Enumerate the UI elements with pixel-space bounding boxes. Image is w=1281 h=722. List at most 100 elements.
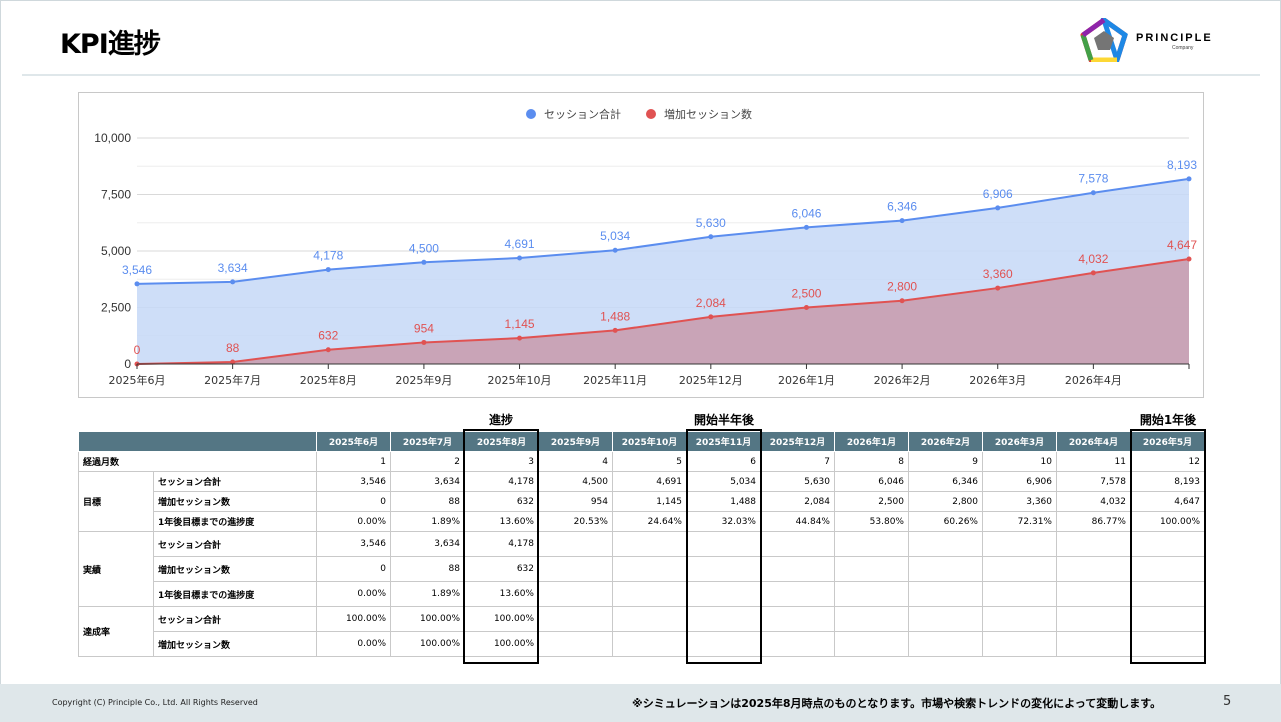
table-cell: 4,500: [538, 471, 613, 492]
data-point: [325, 347, 331, 353]
table-row-rate-increase: 増加セッション数 0.00% 100.00% 100.00%: [79, 631, 1205, 657]
data-label: 4,691: [505, 237, 535, 251]
table-cell: [538, 556, 613, 582]
row-label: セッション合計: [153, 606, 317, 632]
table-cell: 60.26%: [908, 511, 983, 532]
table-row-actual-total: 実績 セッション合計 3,546 3,634 4,178: [78, 531, 1205, 607]
data-point: [708, 234, 714, 240]
data-point: [995, 205, 1001, 211]
y-tick-label: 5,000: [101, 244, 131, 258]
table-cell: 7,578: [1056, 471, 1131, 492]
table-cell: 13.60%: [464, 511, 539, 532]
month-header: 2026年2月: [908, 431, 983, 452]
table-cell: 0: [316, 491, 391, 512]
month-header: 2025年8月: [464, 431, 539, 452]
table-cell: 86.77%: [1056, 511, 1131, 532]
data-point: [325, 267, 331, 273]
footer-bar: Copyright (C) Principle Co., Ltd. All Ri…: [0, 684, 1281, 722]
data-point: [421, 339, 427, 345]
data-label: 3,634: [218, 261, 248, 275]
logo-wordmark: PRINCIPLE: [1136, 32, 1213, 44]
logo-subtext: Company: [1172, 45, 1194, 51]
table-cell: 3: [464, 451, 539, 472]
series-line: [136, 257, 1190, 365]
table-cell: 0.00%: [316, 511, 391, 532]
table-cell: 3,546: [316, 471, 391, 492]
table-cell: 10: [982, 451, 1057, 472]
table-cell: 6,046: [834, 471, 909, 492]
table-cell: 9: [908, 451, 983, 472]
table-cell: 3,360: [982, 491, 1057, 512]
data-point: [230, 359, 236, 365]
table-cell: 3,634: [390, 531, 465, 557]
table-cell: [982, 631, 1057, 657]
table-cell: [834, 556, 909, 582]
table-cell: [1130, 606, 1205, 632]
table-cell: 100.00%: [1130, 511, 1205, 532]
y-tick-label: 7,500: [101, 188, 131, 202]
table-cell: 0.00%: [316, 581, 391, 607]
data-label: 5,034: [600, 229, 630, 243]
table-row-target-total: 目標 セッション合計 3,546 3,634 4,178 4,500 4,691 5,03…: [78, 471, 1205, 532]
month-header: 2025年12月: [760, 431, 835, 452]
table-cell: [538, 606, 613, 632]
kpi-table: 2025年6月 2025年7月 2025年8月 2025年9月 2025年10月…: [78, 431, 1205, 657]
table-cell: [760, 556, 835, 582]
data-label: 1,145: [505, 317, 535, 331]
month-header: 2025年6月: [316, 431, 391, 452]
table-cell: [1056, 606, 1131, 632]
page-number: 5: [1223, 694, 1232, 709]
data-point: [1186, 256, 1192, 262]
group-label-target: 目標: [78, 471, 154, 532]
table-cell: 5,630: [760, 471, 835, 492]
data-label: 3,360: [983, 267, 1013, 281]
table-cell: [982, 556, 1057, 582]
table-cell: 2: [390, 451, 465, 472]
data-label: 6,346: [887, 200, 917, 214]
table-header-row: 2025年6月 2025年7月 2025年8月 2025年9月 2025年10月…: [78, 431, 1205, 452]
table-cell: [686, 531, 761, 557]
row-label: 1年後目標までの進捗度: [153, 511, 317, 532]
company-logo: PRINCIPLE Company: [1080, 13, 1255, 69]
table-cell: 88: [390, 491, 465, 512]
table-cell: [908, 606, 983, 632]
table-cell: 4,178: [464, 531, 539, 557]
table-cell: [908, 581, 983, 607]
table-row-target-progress: 1年後目標までの進捗度 0.00% 1.89% 13.60% 20.53% 24.64%…: [79, 511, 1205, 532]
table-cell: 2,084: [760, 491, 835, 512]
table-cell: 1,145: [612, 491, 687, 512]
legend-marker: [646, 109, 656, 119]
x-tick-label: 2026年1月: [778, 373, 835, 387]
table-cell: 2,500: [834, 491, 909, 512]
row-label: セッション合計: [153, 471, 317, 492]
data-label: 954: [414, 321, 434, 335]
table-cell: [1130, 631, 1205, 657]
data-label: 6,046: [791, 206, 821, 220]
data-label: 0: [134, 343, 141, 357]
row-label: 増加セッション数: [153, 556, 317, 582]
month-header: 2025年7月: [390, 431, 465, 452]
table-cell: [1130, 531, 1205, 557]
x-tick-label: 2026年3月: [969, 373, 1026, 387]
y-tick-label: 0: [124, 357, 131, 371]
data-point: [803, 305, 809, 310]
table-cell: [686, 581, 761, 607]
table-cell: [538, 631, 613, 657]
row-label: 1年後目標までの進捗度: [153, 581, 317, 607]
table-cell: 8,193: [1130, 471, 1205, 492]
table-cell: [686, 556, 761, 582]
table-cell: 72.31%: [982, 511, 1057, 532]
table-cell: 4: [538, 451, 613, 472]
table-cell: [686, 631, 761, 657]
month-header: 2025年11月: [686, 431, 761, 452]
table-cell: [1130, 556, 1205, 582]
table-cell: [908, 556, 983, 582]
month-header: 2025年9月: [538, 431, 613, 452]
data-label: 4,500: [409, 241, 439, 255]
table-cell: 32.03%: [686, 511, 761, 532]
table-row-actual-increase: 増加セッション数 0 88 632: [79, 556, 1205, 582]
table-cell: 1,488: [686, 491, 761, 512]
table-cell: 7: [760, 451, 835, 472]
row-label-elapsed: 経過月数: [78, 451, 317, 472]
table-cell: [1056, 581, 1131, 607]
